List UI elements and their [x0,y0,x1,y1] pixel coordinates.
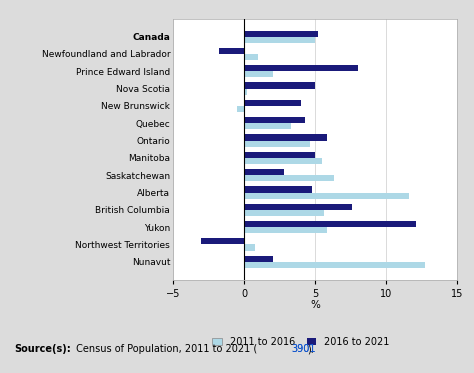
Bar [244,37,315,43]
Bar [201,238,244,244]
Bar [244,141,310,147]
Bar [219,48,244,54]
Legend: 2011 to 2016, 2016 to 2021: 2011 to 2016, 2016 to 2021 [212,337,390,347]
Bar [244,82,315,88]
Bar [244,158,322,164]
Bar [244,192,409,198]
Bar [244,71,273,77]
Bar [244,262,425,268]
Text: Census of Population, 2011 to 2021 (: Census of Population, 2011 to 2021 ( [73,345,258,354]
Bar [244,227,327,233]
Bar [244,31,318,37]
Text: ).: ). [307,345,314,354]
Bar [244,100,301,106]
Bar [244,169,284,175]
Bar [244,54,258,60]
Bar [244,135,327,141]
Bar [244,123,291,129]
Text: 3901: 3901 [292,345,316,354]
Bar [244,175,334,181]
Bar [244,221,416,227]
Text: 3901: 3901 [292,345,316,354]
Bar [244,152,315,158]
Bar [244,244,255,251]
Text: Source(s):: Source(s): [14,345,71,354]
Bar [244,186,312,192]
Bar [244,65,358,71]
Bar [244,117,305,123]
Bar [244,210,324,216]
Bar [244,256,273,262]
Bar [237,106,244,112]
X-axis label: %: % [310,300,320,310]
Bar [244,88,247,95]
Bar [244,204,352,210]
